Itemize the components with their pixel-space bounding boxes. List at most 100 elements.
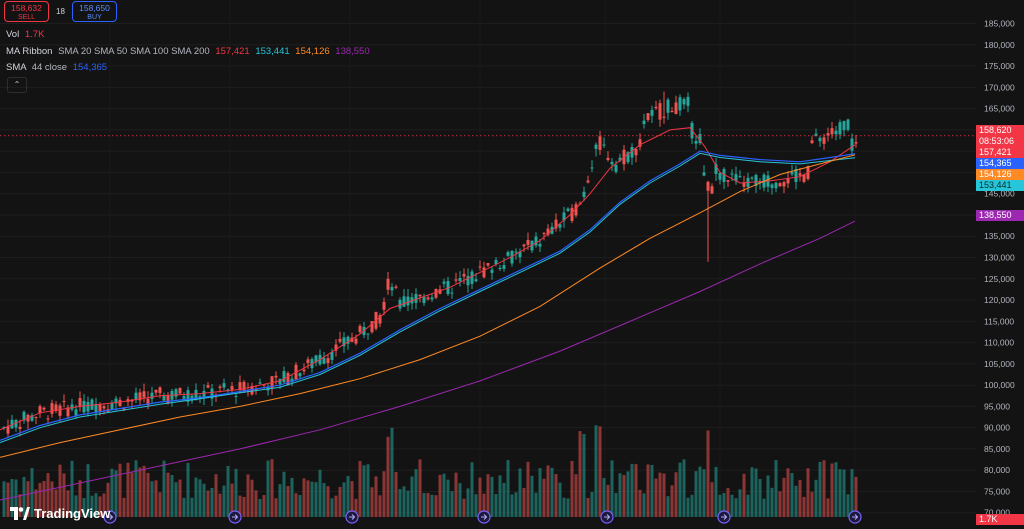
volume-bar [342, 482, 346, 517]
candle-body [810, 140, 814, 144]
volume-bar [610, 460, 614, 517]
volume-bar [802, 496, 806, 517]
sell-button[interactable]: 158,632 SELL [4, 1, 49, 22]
volume-bar [494, 494, 498, 517]
volume-bar [786, 468, 790, 517]
volume-bar [546, 465, 550, 517]
volume-bar [734, 498, 738, 517]
candle-body [10, 419, 14, 429]
volume-bar [630, 463, 634, 517]
price-tick-label: 170,000 [984, 82, 1015, 92]
volume-bar [366, 464, 370, 517]
volume-bar [190, 497, 194, 517]
volume-bar [410, 476, 414, 517]
candle-body [558, 224, 562, 228]
volume-bar [354, 498, 358, 517]
event-arrow-icon [852, 514, 859, 520]
volume-bar [634, 464, 638, 517]
volume-bar [254, 490, 258, 517]
event-arrow-icon [721, 514, 728, 520]
ma-ribbon-legend[interactable]: MA Ribbon SMA 20 SMA 50 SMA 100 SMA 200 … [6, 46, 370, 57]
candle-body [198, 396, 202, 398]
volume-bar [798, 480, 802, 517]
buy-button[interactable]: 158,650 BUY [72, 1, 117, 22]
candle-body [186, 390, 190, 402]
volume-bar [530, 475, 534, 517]
volume-bar [34, 489, 38, 517]
price-tick-label: 175,000 [984, 61, 1015, 71]
collapse-legend-button[interactable]: ⌃ [7, 77, 27, 93]
volume-bar [298, 494, 302, 517]
candle-body [50, 403, 54, 414]
candle-body [90, 399, 94, 410]
volume-bar [202, 483, 206, 517]
volume-bar [174, 482, 178, 517]
candle-body [182, 396, 186, 399]
candle-body [694, 140, 698, 144]
volume-bar [394, 472, 398, 517]
volume-bar [782, 477, 786, 517]
volume-bar [470, 462, 474, 517]
volume-legend-title: Vol [6, 29, 20, 40]
volume-bar [350, 481, 354, 517]
sma-legend[interactable]: SMA 44 close 154,365 [6, 62, 107, 73]
volume-legend[interactable]: Vol 1.7K [6, 29, 44, 40]
candle-body [386, 278, 390, 290]
volume-bar [62, 473, 66, 517]
price-tick-label: 165,000 [984, 104, 1015, 114]
volume-bar [522, 487, 526, 517]
candle-body [554, 219, 558, 229]
candle-body [534, 236, 538, 246]
candle-body [58, 405, 62, 416]
volume-bar [722, 492, 726, 517]
volume-bar [454, 472, 458, 517]
candle-body [342, 337, 346, 347]
volume-bar [558, 482, 562, 517]
volume-bar [186, 462, 190, 517]
candle-body [438, 289, 442, 294]
candle-body [38, 406, 42, 414]
candle-body [754, 174, 758, 186]
candle-body [658, 103, 662, 120]
candle-body [434, 289, 438, 298]
candle-body [742, 182, 746, 187]
candle-body [666, 99, 670, 113]
volume-bar [746, 494, 750, 517]
tradingview-logo[interactable]: TradingView [10, 506, 110, 521]
volume-bar [826, 498, 830, 517]
candle-body [630, 146, 634, 158]
ma-ribbon-sma200-value: 138,550 [335, 46, 370, 57]
candle-body [406, 296, 410, 306]
event-arrow-icon [107, 514, 114, 520]
candle-body [818, 137, 822, 142]
volume-tag: 1.7K [976, 514, 1024, 525]
volume-bar [590, 491, 594, 517]
candle-body [382, 301, 386, 310]
candle-body [546, 228, 550, 236]
price-tick-label: 125,000 [984, 274, 1015, 284]
price-tick-label: 75,000 [984, 486, 1010, 496]
volume-bar [442, 473, 446, 517]
volume-bar [458, 483, 462, 517]
volume-bar [162, 460, 166, 517]
price-tick-label: 130,000 [984, 252, 1015, 262]
candle-body [114, 398, 118, 404]
candle-body [178, 387, 182, 394]
volume-bar [6, 482, 10, 517]
candle-body [710, 186, 714, 194]
price-tick-label: 95,000 [984, 401, 1010, 411]
buy-label: BUY [87, 14, 102, 21]
volume-bar [738, 489, 742, 517]
volume-bar [330, 498, 334, 517]
candle-body [262, 384, 266, 386]
candle-body [470, 271, 474, 284]
candle-body [314, 355, 318, 363]
candle-body [426, 297, 430, 300]
candle-body [278, 378, 282, 385]
logo-text: TradingView [34, 506, 111, 521]
volume-bar [98, 496, 102, 517]
candle-body [422, 297, 426, 304]
volume-bar [182, 497, 186, 517]
candle-body [830, 128, 834, 135]
